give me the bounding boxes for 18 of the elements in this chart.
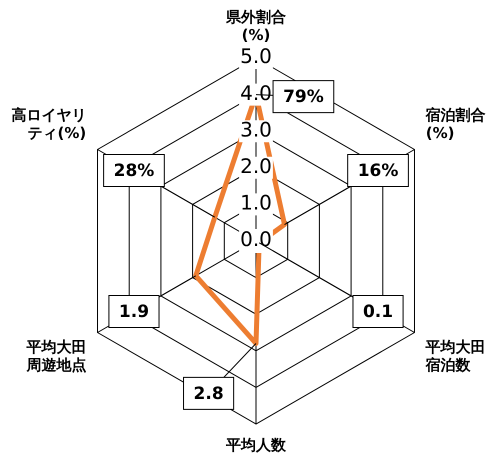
text: 28%: [114, 160, 154, 181]
y-tick-label: 5.0: [240, 44, 272, 68]
spoke-label: 平均人数: [225, 436, 287, 454]
y-tick-label: 3.0: [240, 117, 272, 142]
text: 2.8: [194, 384, 224, 404]
y-tick-label: 0.0: [240, 227, 272, 252]
spoke-label: 高ロイヤリティ(%): [11, 106, 86, 142]
text: 0.1: [362, 302, 394, 322]
spoke-label: 県外割合(%): [225, 8, 286, 44]
y-tick-label: 2.0: [240, 154, 272, 178]
spoke-label: 平均大田宿泊数: [424, 338, 486, 374]
y-tick-label: 1.0: [240, 190, 272, 215]
spoke-label: 平均大田周遊地点: [25, 338, 86, 374]
y-tick-label: 4.0: [240, 80, 272, 105]
text: 1.9: [118, 302, 150, 322]
text: 16%: [358, 160, 398, 181]
text: 79%: [283, 87, 324, 108]
spoke-label: 宿泊割合(%): [424, 106, 486, 142]
